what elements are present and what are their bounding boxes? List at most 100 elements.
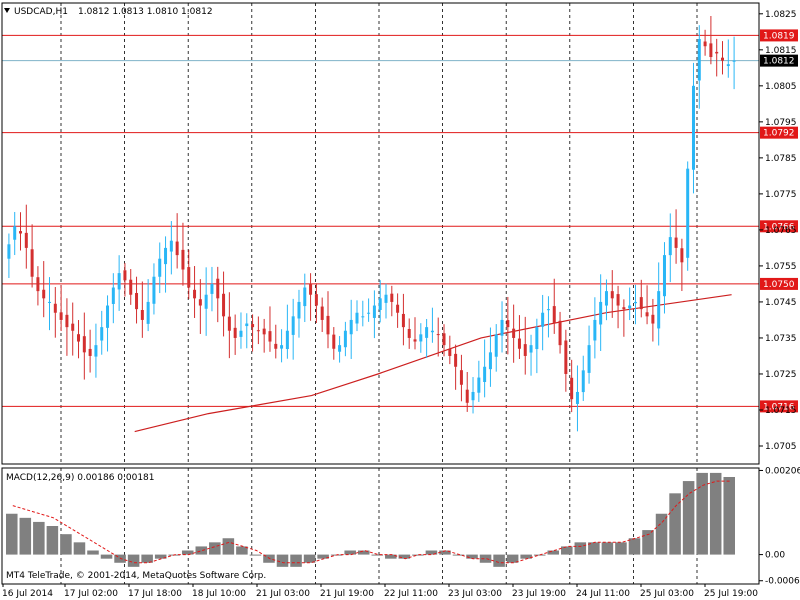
macd-histogram-bar — [290, 554, 302, 567]
candle-up — [367, 312, 371, 314]
macd-y-tick-label: 0.00206 — [765, 466, 800, 476]
candle-down — [332, 334, 336, 349]
macd-histogram-bar — [181, 550, 194, 555]
price-level-tag — [760, 29, 798, 42]
price-level-lines[interactable]: 1.0819 1.0792 1.0766 1.0750 1.0716 1.0812 — [2, 29, 798, 413]
macd-histogram-bar — [236, 546, 248, 555]
candle-up — [657, 291, 661, 329]
candle-down — [256, 330, 260, 332]
macd-histogram-bar — [615, 542, 627, 555]
candle-up — [477, 377, 481, 393]
candle-down — [123, 270, 127, 281]
macd-histogram-bar — [385, 554, 397, 559]
candle-up — [604, 291, 608, 306]
grid-lines — [60, 3, 698, 584]
y-tick-label: 1.0775 — [765, 190, 797, 200]
candle-down — [639, 297, 643, 310]
candle-down — [390, 293, 394, 302]
candle-up — [628, 305, 632, 309]
candle-down — [193, 289, 197, 299]
macd-histogram-bar — [154, 554, 167, 559]
y-tick-label: 1.0705 — [765, 442, 797, 452]
candle-down — [680, 248, 684, 263]
dropdown-triangle-icon[interactable] — [4, 8, 10, 13]
candle-up — [94, 345, 98, 357]
macd-histogram-bar — [425, 550, 438, 555]
x-tick-label: 21 Jul 19:00 — [320, 589, 374, 599]
candle-down — [517, 338, 521, 349]
candle-down — [187, 267, 191, 288]
price-panel-frame — [1, 2, 760, 465]
candle-down — [720, 57, 724, 61]
candle-down — [227, 316, 231, 331]
y-tick-label: 1.0765 — [765, 226, 797, 236]
candle-down — [454, 353, 458, 367]
candle-down — [674, 237, 678, 248]
candle-up — [483, 366, 487, 382]
candle-up — [430, 330, 434, 333]
candle-down — [251, 324, 255, 328]
candle-down — [407, 328, 411, 338]
candle-up — [488, 352, 492, 370]
candle-up — [419, 334, 423, 342]
candle-up — [152, 276, 156, 304]
candle-down — [703, 41, 707, 47]
candle-up — [599, 301, 603, 325]
candle-up — [158, 258, 162, 277]
y-tick-label: 1.0725 — [765, 370, 797, 380]
candle-up — [575, 391, 579, 404]
x-tick-label: 17 Jul 18:00 — [128, 589, 182, 599]
macd-histogram-bar — [46, 526, 59, 555]
candle-up — [541, 312, 545, 327]
candle-up — [691, 85, 695, 170]
candle-up — [280, 345, 284, 349]
candle-down — [42, 289, 46, 299]
candle-down — [59, 312, 63, 320]
candle-up — [633, 301, 637, 304]
candle-down — [30, 249, 34, 277]
ohlc-values: 1.0812 1.0813 1.0810 1.0812 — [78, 7, 213, 17]
macd-histogram-bar — [642, 530, 654, 555]
candle-down — [24, 232, 28, 248]
candle-up — [500, 319, 504, 336]
macd-indicator — [6, 472, 735, 567]
x-tick-label: 25 Jul 19:00 — [704, 589, 758, 599]
candle-down — [71, 323, 75, 331]
macd-histogram-bar — [588, 542, 600, 555]
candle-down — [140, 310, 144, 320]
macd-histogram-bar — [547, 550, 560, 555]
macd-histogram-bar — [723, 476, 735, 555]
candle-up — [697, 39, 701, 81]
y-tick-label: 1.0815 — [765, 46, 797, 56]
candle-up — [285, 330, 289, 350]
x-tick-label: 25 Jul 03:00 — [640, 589, 694, 599]
candle-up — [686, 168, 690, 258]
macd-histogram-bar — [222, 538, 235, 555]
macd-histogram-bar — [195, 546, 208, 555]
macd-histogram-bar — [466, 554, 478, 559]
candle-up — [169, 240, 173, 252]
candle-down — [135, 292, 139, 310]
candle-down — [53, 303, 57, 313]
macd-histogram-bar — [506, 554, 519, 563]
bid-price-label: 1.0812 — [763, 57, 795, 67]
candle-down — [175, 241, 179, 256]
candle-down — [77, 334, 81, 342]
candle-down — [645, 312, 649, 317]
candle-up — [546, 309, 550, 311]
macd-histogram-bar — [561, 546, 573, 555]
macd-histogram-bar — [709, 472, 722, 555]
candle-down — [709, 43, 713, 58]
macd-histogram-bar — [344, 550, 356, 555]
y-tick-label: 1.0745 — [765, 298, 797, 308]
candle-down — [268, 331, 272, 342]
macd-histogram-bar — [371, 554, 384, 556]
y-tick-label: 1.0715 — [765, 406, 797, 416]
macd-histogram-bar — [682, 481, 695, 555]
candle-down — [558, 320, 562, 346]
macd-histogram-bar — [19, 517, 32, 555]
candle-up — [117, 273, 121, 290]
